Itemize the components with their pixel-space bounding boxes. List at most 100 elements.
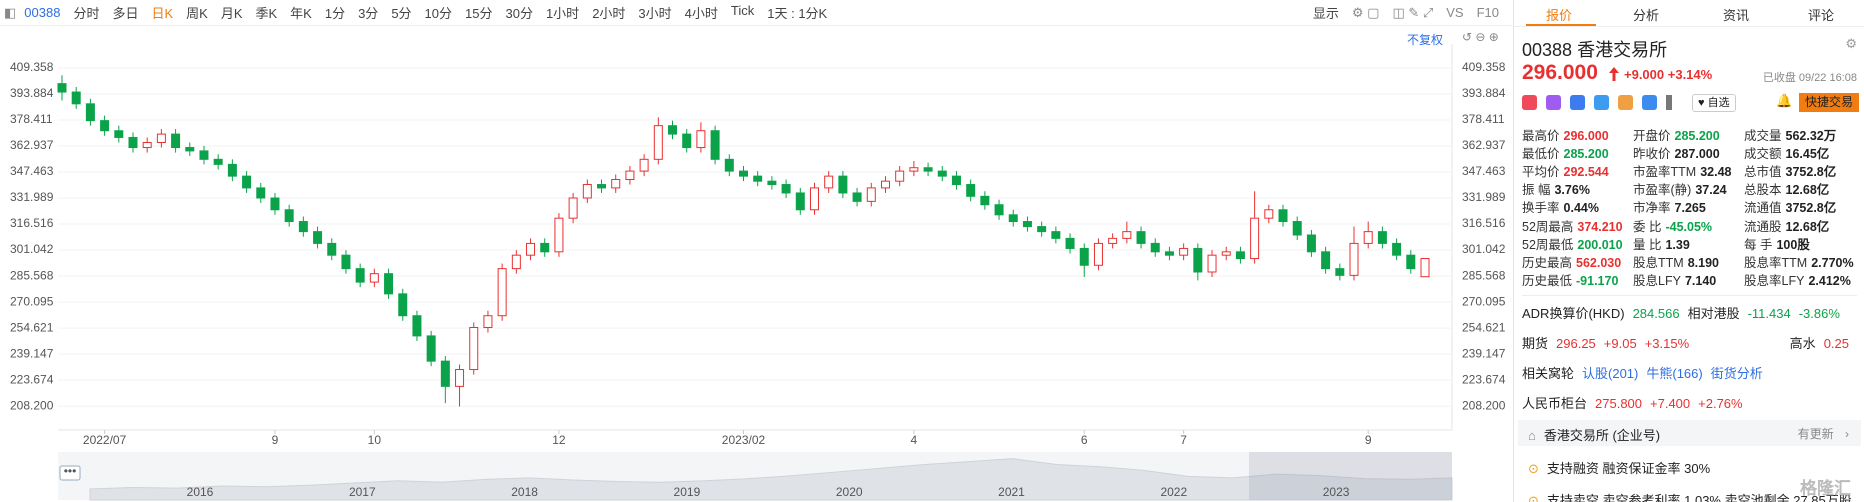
stat-value: 3752.8亿 bbox=[1785, 165, 1837, 180]
candle-body bbox=[1321, 251, 1331, 270]
period-button[interactable]: Tick bbox=[730, 3, 755, 18]
stat-label: 总市值 bbox=[1744, 165, 1782, 180]
stat: 昨收价 287.000 bbox=[1633, 143, 1720, 162]
company-note: 有更新 bbox=[1797, 427, 1834, 441]
candle-body bbox=[895, 170, 905, 182]
toolbar: ◧ 00388 分时 多日 日K 周K 月K 季K 年K 1分 3分 5分 10分 15分 30分 1小时… bbox=[0, 0, 1512, 26]
warrants-label: 相关窝轮 bbox=[1522, 366, 1575, 381]
navigator-year: 2020 bbox=[836, 485, 863, 499]
candle-body bbox=[213, 158, 223, 165]
y-tick-label: 362.937 bbox=[1462, 138, 1506, 152]
period-button[interactable]: 周K bbox=[186, 6, 208, 21]
stat-label: 换手率 bbox=[1522, 201, 1560, 216]
period-button[interactable]: 月K bbox=[220, 6, 243, 21]
candle-body bbox=[185, 147, 195, 152]
candle-body bbox=[483, 315, 493, 328]
sidebar-icon[interactable]: ◧ bbox=[4, 4, 17, 20]
candle-body bbox=[838, 175, 848, 194]
candle-body bbox=[1335, 268, 1345, 276]
feature-icons[interactable] bbox=[1522, 94, 1672, 112]
candle-body bbox=[1420, 258, 1430, 278]
vs-button[interactable]: VS bbox=[1446, 5, 1464, 20]
status: 已收盘 09/22 16:08 bbox=[1762, 72, 1857, 84]
stat-label: 市净率 bbox=[1633, 201, 1671, 216]
candle-body bbox=[966, 184, 976, 197]
stat-value: 1.39 bbox=[1665, 237, 1690, 252]
tool-icons[interactable]: ◫ ✎ ⤢ bbox=[1392, 4, 1434, 20]
stat-label: 52周最低 bbox=[1522, 237, 1574, 252]
period-button[interactable]: 10分 bbox=[424, 6, 453, 21]
candle-body bbox=[937, 170, 947, 177]
stat-value: 3.76% bbox=[1554, 183, 1590, 198]
candle-body bbox=[668, 125, 678, 135]
y-tick-label: 208.200 bbox=[1462, 398, 1506, 412]
period-button[interactable]: 季K bbox=[255, 6, 278, 21]
candle-body bbox=[781, 184, 791, 194]
settings-icon[interactable]: ⚙ ▢ bbox=[1351, 4, 1380, 20]
candle-body bbox=[1136, 231, 1146, 244]
candle-body bbox=[710, 130, 720, 160]
zoom-icons[interactable]: ↺ ⊖ ⊕ bbox=[1462, 30, 1499, 44]
stat-value: 7.140 bbox=[1684, 273, 1717, 288]
period-button[interactable]: 分时 bbox=[73, 6, 100, 21]
rmb-change: +7.400 bbox=[1650, 396, 1691, 411]
period-button[interactable]: 3小时 bbox=[638, 6, 672, 21]
period-button[interactable]: 30分 bbox=[505, 6, 533, 21]
y-tick-label: 223.674 bbox=[10, 372, 54, 386]
adjust-button[interactable]: 不复权 bbox=[1407, 33, 1444, 47]
candle-body bbox=[767, 180, 777, 186]
stock-code[interactable]: 00388 bbox=[24, 5, 61, 20]
candle-body bbox=[114, 130, 124, 138]
period-button[interactable]: 1分 bbox=[324, 6, 346, 21]
navigator-dots: ••• bbox=[64, 464, 77, 478]
quick-trade[interactable]: 快捷交易 bbox=[1798, 93, 1859, 112]
warrant-link[interactable]: 认股(201) bbox=[1582, 366, 1639, 381]
candle-body bbox=[100, 120, 110, 132]
tab[interactable]: 分析 bbox=[1632, 8, 1659, 23]
warrants-row: 相关窝轮 认股(201) 牛熊(166) 街货分析 bbox=[1522, 363, 1857, 382]
candle-body bbox=[412, 315, 422, 337]
candle-body bbox=[1392, 242, 1402, 256]
company-box[interactable] bbox=[1518, 420, 1861, 446]
quote-panel: 报价 分析 资讯 评论 00388 香港交易所 ⚙ 296.000 +9.000 +3… bbox=[1513, 0, 1864, 502]
tab-underline bbox=[1526, 24, 1596, 26]
candle-body bbox=[1150, 242, 1160, 253]
f10-button[interactable]: F10 bbox=[1476, 5, 1499, 20]
stat-label: 昨收价 bbox=[1633, 147, 1671, 162]
period-button[interactable]: 多日 bbox=[112, 6, 139, 21]
stat-value: -45.05% bbox=[1665, 219, 1713, 234]
period-button[interactable]: 日K bbox=[151, 6, 174, 21]
period-button[interactable]: 15分 bbox=[465, 6, 493, 21]
settings-icon[interactable]: ⚙ bbox=[1845, 36, 1857, 51]
stat-value: 287.000 bbox=[1674, 147, 1720, 162]
candle-body bbox=[1306, 234, 1316, 253]
y-tick-label: 409.358 bbox=[1462, 60, 1506, 74]
stat-label: 平均价 bbox=[1522, 165, 1560, 180]
period-button[interactable]: 2小时 bbox=[592, 6, 626, 21]
tab[interactable]: 报价 bbox=[1545, 8, 1572, 23]
interval-select[interactable]: 1天 : 1分K bbox=[767, 6, 828, 21]
up-arrow bbox=[1609, 67, 1619, 81]
stat-label: 成交量 bbox=[1744, 129, 1782, 143]
tab[interactable]: 评论 bbox=[1807, 8, 1834, 23]
navigator-handle bbox=[59, 465, 81, 481]
divider bbox=[1522, 295, 1857, 296]
bell-icon[interactable]: 🔔 bbox=[1776, 93, 1793, 108]
warrant-link[interactable]: 牛熊(166) bbox=[1646, 366, 1703, 381]
warrant-link[interactable]: 街货分析 bbox=[1710, 366, 1763, 381]
candle-body bbox=[1022, 221, 1032, 228]
display-button[interactable]: 显示 bbox=[1312, 6, 1339, 21]
period-button[interactable]: 年K bbox=[290, 6, 312, 21]
candle-body bbox=[341, 254, 351, 270]
period-button[interactable]: 4小时 bbox=[684, 6, 718, 21]
candle-body bbox=[511, 254, 521, 270]
rmb-label: 人民币柜台 bbox=[1522, 396, 1588, 411]
period-button[interactable]: 5分 bbox=[391, 6, 412, 21]
watch-button[interactable]: ♥ 自选 bbox=[1692, 94, 1736, 112]
period-button[interactable]: 3分 bbox=[358, 6, 379, 21]
stat-value: 3752.8亿 bbox=[1785, 201, 1837, 216]
tab[interactable]: 资讯 bbox=[1722, 8, 1749, 23]
y-tick-label: 393.884 bbox=[1462, 86, 1506, 100]
period-button[interactable]: 1小时 bbox=[545, 6, 580, 21]
